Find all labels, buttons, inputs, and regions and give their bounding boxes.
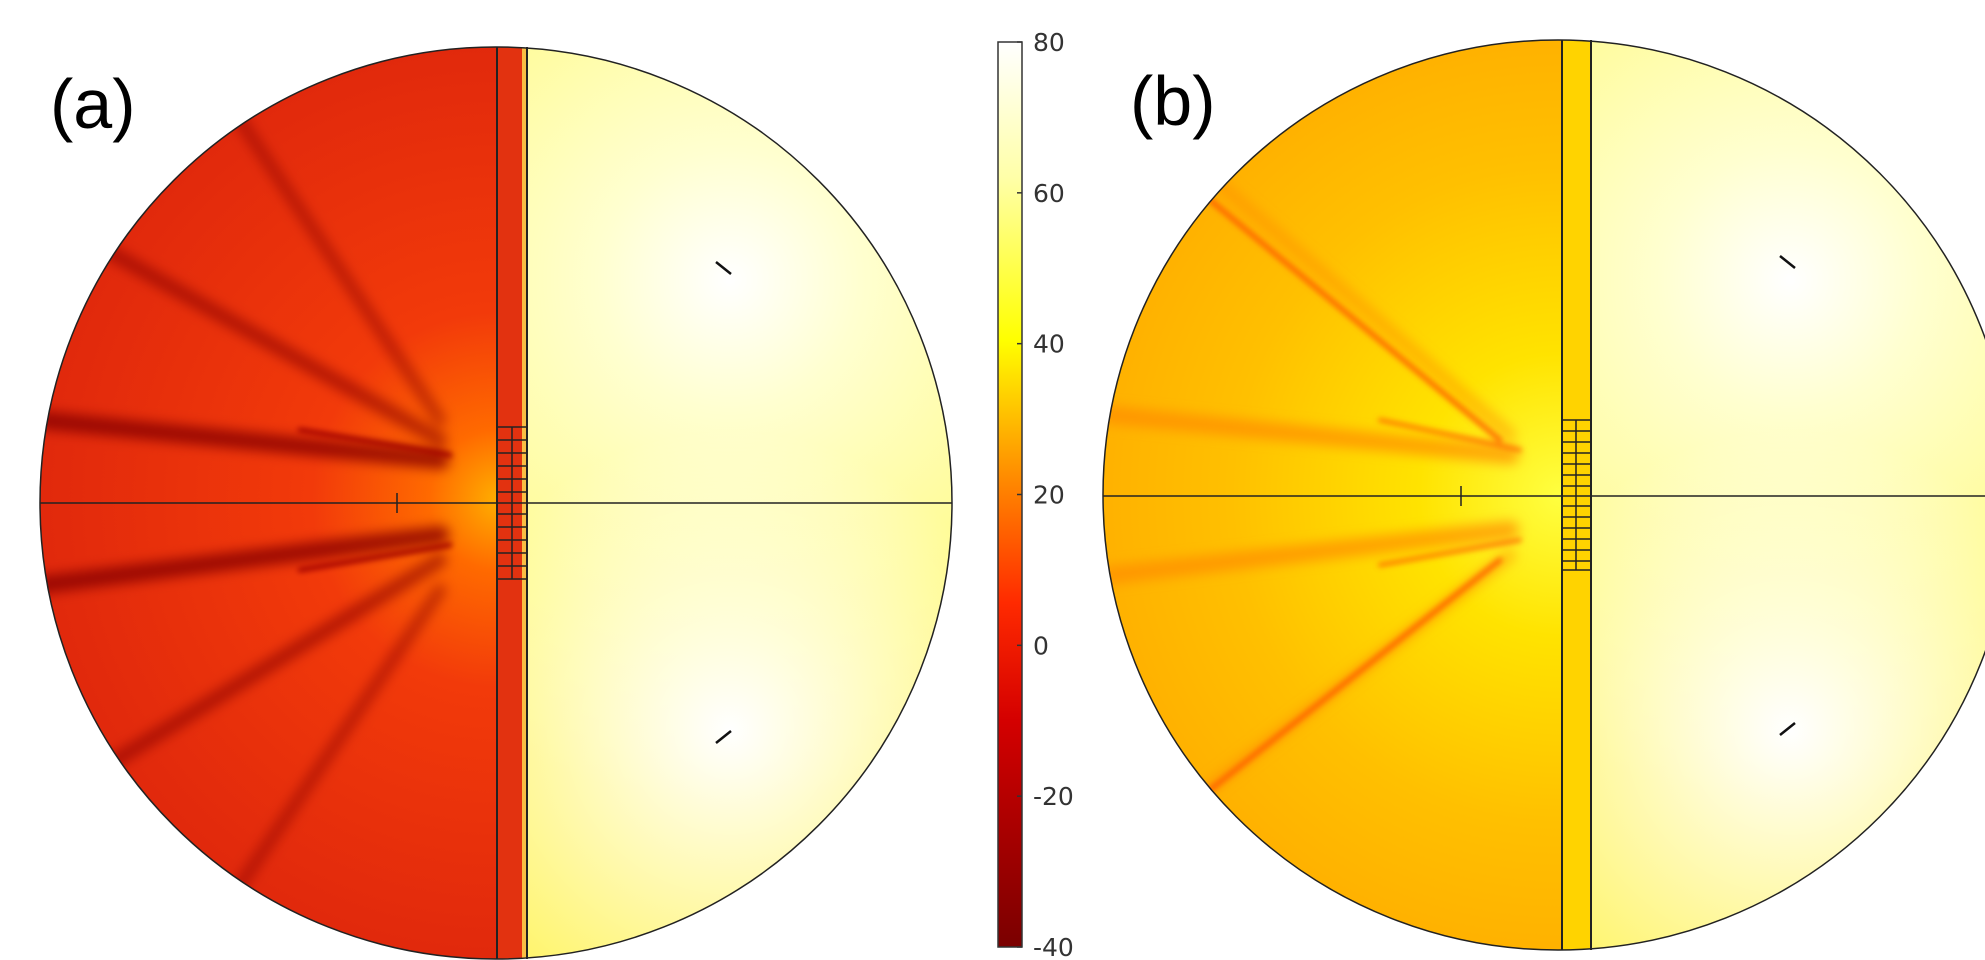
panel-b-label: (b) — [1130, 62, 1216, 140]
panel-b-upper-dash — [1779, 255, 1796, 269]
colorbar-tick-label: 60 — [1033, 179, 1065, 208]
colorbar-ticks: 80 60 40 20 0 -20 -40 — [1017, 28, 1074, 960]
panel-a-label: (a) — [50, 65, 136, 143]
panel-a-upper-dash — [715, 261, 732, 275]
panel-b-lower-dash — [1779, 722, 1796, 736]
panel-a: (a) — [39, 46, 953, 960]
panel-b: (b) — [1102, 39, 1985, 951]
colorbar-tick-label: 80 — [1033, 28, 1065, 57]
colorbar: 80 60 40 20 0 -20 -40 — [997, 28, 1074, 960]
colorbar-tick-label: 40 — [1033, 330, 1065, 359]
colorbar-tick-label: 20 — [1033, 481, 1065, 510]
panel-a-lower-dash — [715, 730, 732, 744]
panel-a-grid-block — [496, 426, 528, 580]
colorbar-tick-label: 0 — [1033, 631, 1049, 660]
panel-b-field — [1103, 40, 1985, 950]
colorbar-tick-label: -40 — [1033, 933, 1074, 960]
colorbar-tick-label: -20 — [1033, 782, 1074, 811]
panel-b-grid-block — [1561, 419, 1592, 571]
panel-b-boundary-circle — [1102, 39, 1985, 951]
